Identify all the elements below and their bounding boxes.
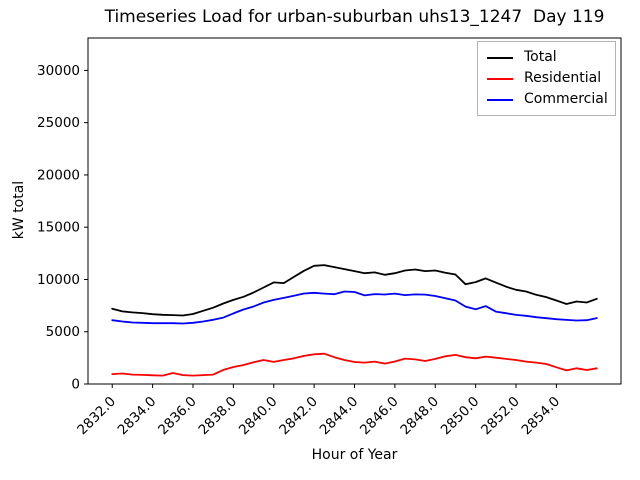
legend: Total Residential Commercial [477,41,616,116]
legend-line-icon [487,98,513,101]
legend-label: Residential [524,70,602,86]
y-tick-label: 25000 [37,115,80,131]
legend-item-commercial: Commercial [478,89,615,110]
series-line-commercial [111,290,598,325]
x-tick-label: 2834.0 [115,394,160,439]
y-axis-label: kW total [11,180,27,240]
x-tick-label: 2852.0 [478,394,523,439]
y-tick-label: 10000 [37,272,80,288]
x-axis-label: Hour of Year [311,447,398,463]
x-tick-label: 2832.0 [74,394,119,439]
legend-item-total: Total [478,47,615,68]
legend-line-icon [487,77,513,80]
legend-line-icon [487,56,513,59]
chart-title: Timeseries Load for urban-suburban uhs13… [104,7,605,27]
legend-label: Commercial [524,91,608,107]
y-tick-label: 30000 [37,63,80,79]
x-tick-label: 2844.0 [317,394,362,439]
x-tick-label: 2840.0 [236,394,281,439]
y-tick-label: 5000 [46,324,80,340]
x-tick-label: 2854.0 [518,394,563,439]
x-tick-label: 2850.0 [438,394,483,439]
x-tick-label: 2846.0 [357,394,402,439]
legend-item-residential: Residential [478,68,615,89]
series-line-total [111,264,598,317]
y-tick-label: 20000 [37,167,80,183]
series-line-residential [111,352,598,377]
legend-label: Total [524,49,557,65]
y-tick-label: 0 [71,377,80,393]
x-tick-label: 2838.0 [195,394,240,439]
x-tick-label: 2848.0 [397,394,442,439]
x-tick-label: 2836.0 [155,394,200,439]
y-tick-label: 15000 [37,220,80,236]
x-tick-label: 2842.0 [276,394,321,439]
